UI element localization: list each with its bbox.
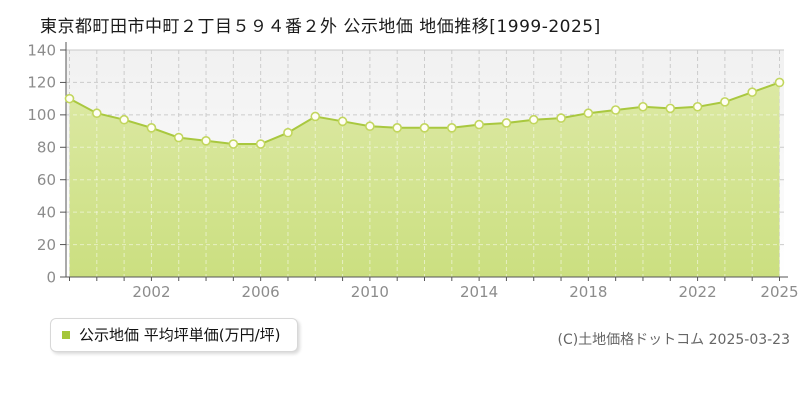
- legend-marker-icon: [62, 330, 70, 339]
- data-point: [610, 105, 621, 115]
- data-point: [638, 101, 648, 112]
- data-point: [283, 127, 293, 138]
- data-point: [146, 123, 157, 133]
- legend-label: 公示地価 平均坪単価(万円/坪): [79, 326, 281, 344]
- x-tick-label: 2018: [569, 283, 607, 301]
- data-point: [720, 97, 730, 107]
- data-point: [665, 103, 676, 114]
- x-tick-label: 2010: [351, 283, 389, 301]
- page-title: 東京都町田市中町２丁目５９４番２外 公示地価 地価推移[1999-2025]: [40, 17, 601, 37]
- data-point: [64, 93, 75, 104]
- data-point: [365, 121, 375, 132]
- data-point: [92, 108, 102, 119]
- data-point: [774, 77, 785, 88]
- data-point: [528, 114, 539, 125]
- data-point: [119, 114, 129, 125]
- y-tick-label: 140: [27, 41, 56, 59]
- y-tick-label: 120: [27, 74, 56, 92]
- x-tick-label: 2002: [132, 283, 170, 301]
- data-point: [173, 132, 184, 143]
- data-point: [501, 118, 512, 128]
- x-tick-label: 2022: [678, 283, 716, 301]
- y-tick-label: 40: [37, 203, 56, 221]
- data-point: [337, 116, 348, 127]
- copyright-text: (C)土地価格ドットコム 2025-03-23: [557, 332, 790, 348]
- data-point: [201, 136, 211, 146]
- x-tick-label: 2025: [760, 283, 798, 301]
- land-price-trend-chart: 0 20 40 60 80 100 120 140 2002 2006 2010 2014 2018 20…: [27, 41, 798, 301]
- data-point: [255, 139, 266, 149]
- data-point: [419, 123, 430, 133]
- y-tick-label: 0: [46, 268, 56, 286]
- x-tick-label: 2014: [460, 283, 498, 301]
- data-point: [747, 87, 757, 97]
- data-point: [556, 113, 566, 123]
- data-point: [447, 123, 457, 133]
- y-tick-label: 100: [27, 106, 56, 124]
- data-point: [474, 119, 484, 130]
- data-point: [392, 123, 402, 133]
- legend: 公示地価 平均坪単価(万円/坪): [50, 318, 298, 352]
- y-tick-label: 20: [37, 236, 56, 254]
- data-point: [583, 108, 594, 119]
- data-point: [692, 101, 703, 112]
- y-tick-label: 60: [37, 171, 56, 189]
- y-tick-label: 80: [37, 139, 56, 157]
- data-point: [310, 111, 321, 122]
- data-point: [228, 139, 239, 149]
- x-tick-label: 2006: [242, 283, 280, 301]
